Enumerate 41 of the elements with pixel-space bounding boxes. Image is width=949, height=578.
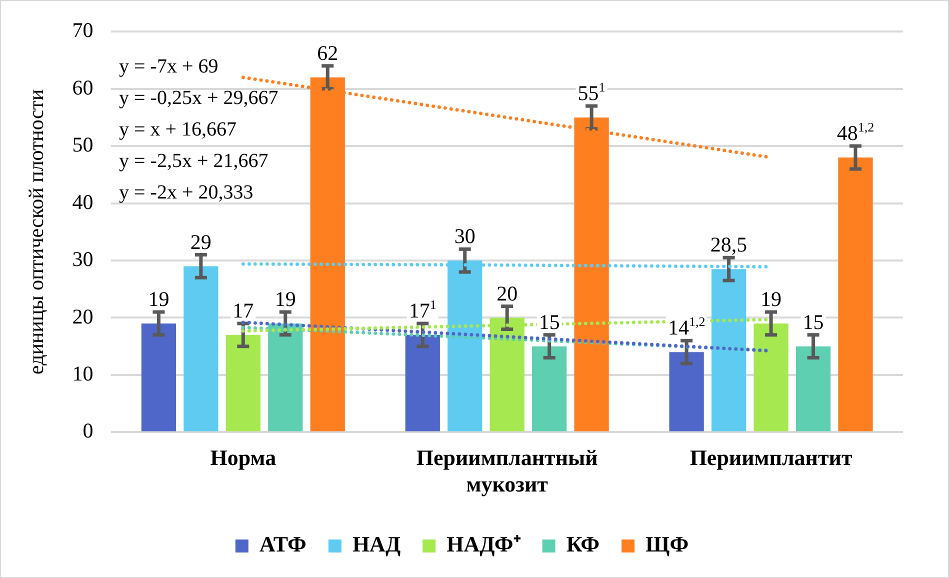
data-label: 29 (190, 230, 212, 254)
legend-label: НАДФ⁺ (446, 532, 522, 557)
bar (532, 346, 567, 432)
data-label: 28,5 (710, 232, 748, 257)
bar (184, 266, 218, 432)
y-tick-label: 20 (72, 304, 94, 328)
data-label: 19 (148, 287, 170, 312)
bar (141, 323, 176, 432)
annotation: y = -2x + 20,333 (119, 181, 254, 204)
y-tick-label: 0 (82, 418, 94, 443)
annotation: y = x + 16,667 (119, 118, 237, 140)
data-label: 62 (317, 40, 338, 65)
bar (226, 334, 260, 432)
y-tick-label: 60 (72, 75, 94, 100)
legend-label: ЩФ (646, 532, 689, 557)
x-tick-label: Норма (210, 445, 276, 470)
bar (754, 323, 788, 432)
legend-label: КФ (566, 532, 600, 557)
x-tick-label: Периимплантит (690, 445, 852, 470)
legend-label: АТФ (259, 532, 307, 557)
data-label: 17 (232, 298, 254, 322)
data-label: 15 (538, 310, 560, 334)
annotation: y = -2,5x + 21,667 (119, 150, 268, 172)
data-label: 20 (496, 281, 518, 306)
y-tick-label: 30 (72, 247, 94, 272)
y-axis-title: единицы оптической плотности (24, 89, 48, 374)
data-label: 19 (274, 287, 296, 312)
bar (669, 352, 704, 432)
y-tick-label: 70 (72, 18, 94, 42)
y-tick-label: 40 (72, 190, 94, 214)
x-tick-label: Периимплантный мукозит (416, 445, 598, 496)
data-label: 30 (454, 224, 476, 248)
data-label: 15 (802, 310, 824, 334)
annotation: y = -7x + 69 (119, 55, 218, 78)
data-label: 19 (760, 287, 782, 312)
annotation: y = -0,25x + 29,667 (119, 86, 278, 109)
legend-label: НАД (352, 532, 401, 557)
y-tick-label: 10 (72, 361, 94, 386)
y-tick-label: 50 (72, 132, 94, 157)
bar (796, 346, 831, 432)
bar (838, 158, 873, 432)
